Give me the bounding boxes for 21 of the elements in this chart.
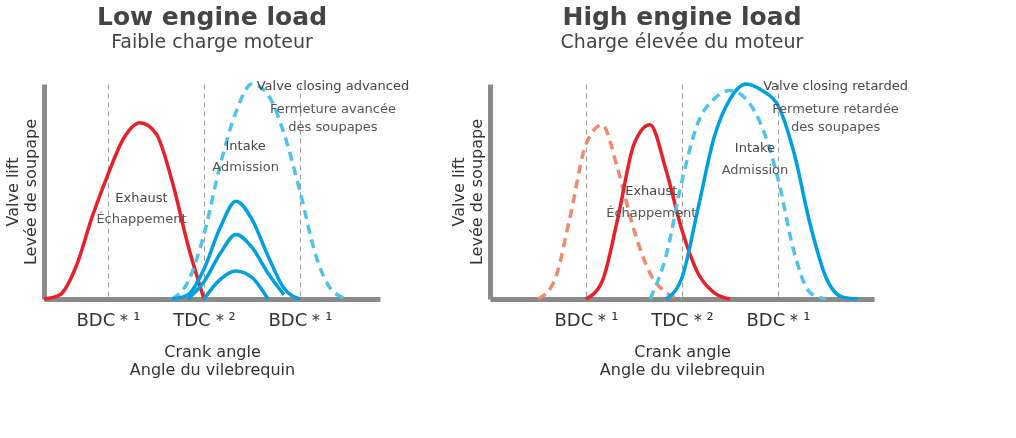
annotation: Admission [212,159,279,175]
chart-subtitle: Charge élevée du moteur [560,29,804,52]
x-tick-label: BDC＊¹ [268,308,333,330]
chart-title: Low engine load [96,1,328,31]
x-tick-label: BDC＊¹ [554,308,619,330]
x-tick-label: TDC＊² [172,308,236,330]
x-tick-label: BDC＊¹ [746,308,811,330]
y-axis-title: Valve lift Levée de soupape [2,118,40,266]
chart-subtitle: Faible charge moteur [111,29,314,52]
x-axis-title: Crank angle Angle du vilebrequin [129,341,296,379]
x-tick-label: BDC＊¹ [76,308,141,330]
y-axis-title: Valve lift Levée de soupape [448,118,486,266]
annotation: Fermeture avancée des soupapes [269,101,396,135]
annotation: Admission [721,161,789,177]
annotation: Exhaust [115,189,168,205]
chart-title: High engine load [562,1,802,31]
x-axis-title: Crank angle Angle du vilebrequin [599,341,766,379]
annotation: Valve closing retarded [763,77,908,93]
annotation: Intake [225,137,266,153]
x-tick-label: TDC＊² [650,308,714,330]
annotation: Valve closing advanced [256,77,410,93]
